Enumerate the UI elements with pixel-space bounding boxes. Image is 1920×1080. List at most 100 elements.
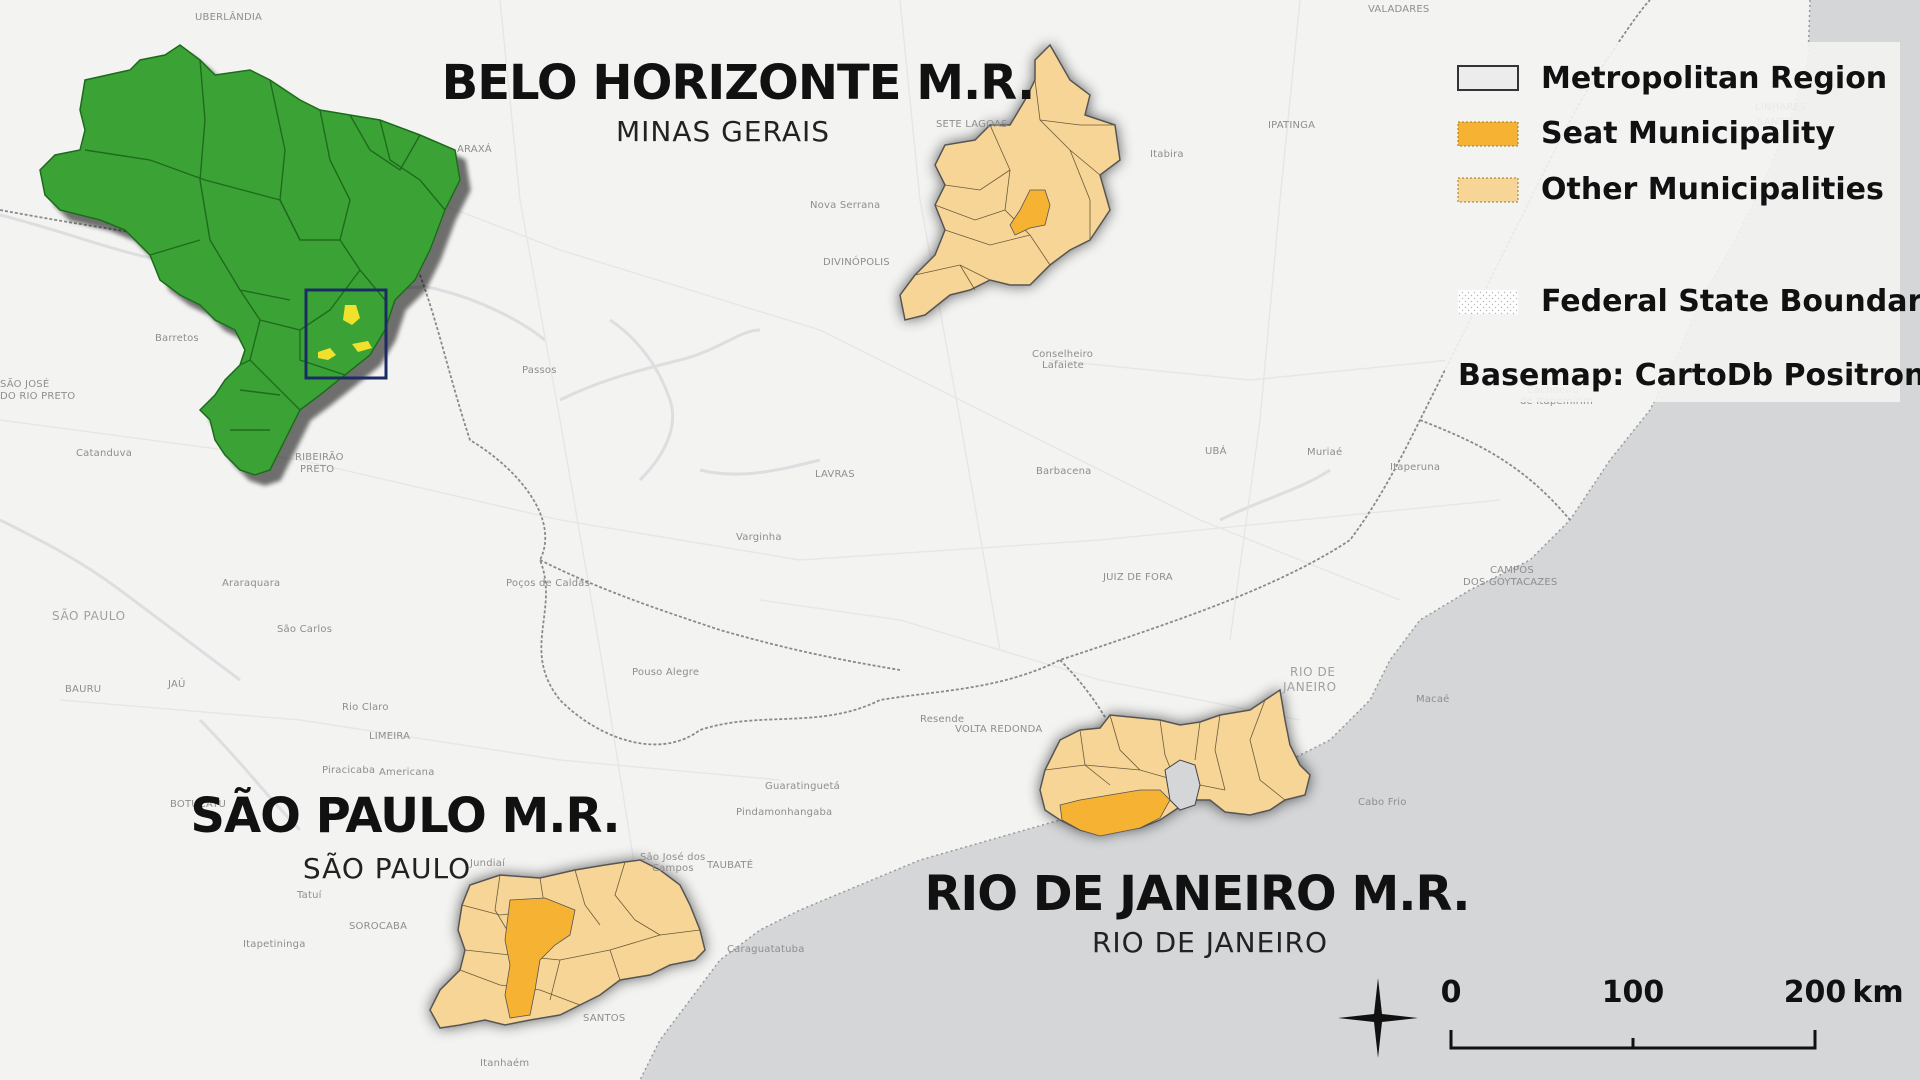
place-label: Conselheiro [1032, 349, 1093, 360]
place-label: Rio Claro [342, 702, 389, 713]
place-label: BOTUCATU [170, 799, 226, 810]
place-label: SETE LAGOAS [936, 119, 1008, 130]
place-label: DOS GOYTACAZES [1463, 577, 1557, 588]
place-label: Poços de Caldas [506, 578, 590, 589]
inset-highlight-box [304, 288, 388, 380]
place-label: Itaperuna [1390, 462, 1440, 473]
place-label: TAUBATÉ [706, 858, 753, 871]
basemap-credit: Basemap: CartoDb Positron [1458, 358, 1920, 393]
place-label: Guaratinguetá [765, 780, 840, 792]
place-label: Piracicaba [322, 765, 375, 776]
scale-tick-200: 200 [1784, 975, 1847, 1010]
scale-tick-100: 100 [1602, 975, 1665, 1010]
legend-label-metropolitan: Metropolitan Region [1541, 61, 1887, 96]
legend-label-state-boundary: Federal State Boundary [1541, 284, 1920, 319]
place-label: Campos [652, 863, 694, 874]
scale-unit: km [1852, 975, 1903, 1010]
place-label: Caraguatatuba [727, 944, 805, 955]
bh-region-title: BELO HORIZONTE M.R. [442, 55, 1035, 111]
region-titles: BELO HORIZONTE M.R. MINAS GERAIS SÃO PAU… [190, 55, 1470, 959]
place-label: SOROCABA [349, 921, 407, 932]
inset-sp-seat [318, 348, 336, 360]
place-label: Itabira [1150, 149, 1184, 160]
place-label: Araraquara [222, 578, 280, 589]
place-label: DO RIO PRETO [0, 391, 75, 402]
place-label: JAÚ [167, 677, 186, 690]
legend: Metropolitan Region Seat Municipality Ot… [1445, 42, 1920, 402]
place-label: Macaé [1416, 693, 1450, 705]
legend-label-other: Other Municipalities [1541, 172, 1884, 207]
legend-swatch-metropolitan [1457, 65, 1519, 91]
place-label: LAVRAS [815, 469, 855, 480]
bh-state-name: MINAS GERAIS [616, 115, 830, 148]
place-label: Barbacena [1036, 466, 1092, 477]
sp-seat-municipality[interactable] [504, 897, 576, 1019]
belo-horizonte-region[interactable] [899, 43, 1121, 321]
place-label: São Carlos [277, 624, 332, 635]
place-label: CAMPOS [1490, 565, 1534, 576]
legend-swatch-seat [1457, 121, 1519, 147]
compass-icon [1338, 978, 1418, 1058]
place-label: UBÁ [1205, 444, 1227, 457]
sp-region-title: SÃO PAULO M.R. [190, 787, 619, 844]
place-label: ARAXÁ [457, 142, 492, 155]
place-label: LIMEIRA [369, 731, 410, 742]
legend-label-seat: Seat Municipality [1541, 116, 1836, 151]
place-label: Americana [379, 767, 435, 778]
sao-paulo-region[interactable] [429, 859, 706, 1029]
brazil-inset [39, 44, 461, 476]
roads [0, 0, 1651, 901]
place-label: Jundiaí [469, 857, 506, 869]
place-label: UBERLÂNDIA [195, 10, 262, 23]
ocean [640, 0, 1920, 1080]
brazil-shape [39, 44, 461, 476]
place-label: DIVINÓPOLIS [823, 255, 890, 268]
scale-bar: 0 100 200 km [1441, 975, 1904, 1050]
place-label: JANEIRO [1282, 680, 1337, 694]
place-label: Tatuí [296, 889, 323, 901]
place-labels: UBERLÂNDIA VALADARES ARAXÁ SETE LAGOAS I… [0, 4, 1806, 1069]
place-label: Catanduva [76, 448, 132, 459]
guanabara-bay [1164, 759, 1201, 811]
place-label: SÃO JOSÉ [0, 377, 49, 390]
place-label: Nova Serrana [810, 200, 880, 211]
bh-seat-municipality[interactable] [1009, 189, 1051, 236]
place-label: Muriaé [1307, 446, 1342, 458]
place-label: Pindamonhangaba [736, 807, 832, 818]
place-label: Pouso Alegre [632, 667, 699, 678]
brazil-state-lines [84, 59, 446, 431]
place-label: Cabo Frio [1358, 797, 1407, 808]
legend-swatch-state-boundary [1458, 290, 1518, 314]
place-label: SÃO PAULO [52, 608, 126, 623]
sp-state-name: SÃO PAULO [303, 852, 471, 885]
place-label: JUIZ DE FORA [1102, 572, 1173, 583]
place-label: RIBEIRÃO [295, 450, 344, 463]
place-label: SANTOS [583, 1013, 625, 1024]
bh-municipality-lines [914, 79, 1115, 291]
inset-bh-seat [343, 305, 360, 325]
place-label: VALADARES [1368, 4, 1429, 15]
place-label: Itapetininga [243, 939, 306, 950]
scale-tick-0: 0 [1441, 975, 1462, 1010]
place-label: Resende [920, 714, 964, 725]
place-label: São José dos [640, 851, 705, 863]
place-label: Barretos [155, 333, 199, 344]
place-label: Passos [522, 365, 557, 376]
place-label: Itanhaém [480, 1057, 529, 1069]
inset-rj-seat [352, 341, 372, 352]
place-label: BAURU [65, 684, 101, 695]
rj-state-name: RIO DE JANEIRO [1092, 926, 1328, 959]
place-label: VOLTA REDONDA [955, 724, 1042, 735]
rio-de-janeiro-region[interactable] [1039, 688, 1311, 837]
legend-background [1445, 42, 1900, 402]
place-label: IPATINGA [1268, 120, 1315, 131]
legend-swatch-other [1457, 177, 1519, 203]
place-label: RIO DE [1290, 665, 1336, 679]
rj-municipality-lines [1044, 699, 1286, 801]
bh-region-outline[interactable] [899, 43, 1121, 321]
place-label: Lafaiete [1042, 360, 1084, 371]
rj-seat-municipality[interactable] [1059, 789, 1171, 837]
place-label: PRETO [300, 464, 334, 475]
place-label: Varginha [736, 532, 782, 543]
